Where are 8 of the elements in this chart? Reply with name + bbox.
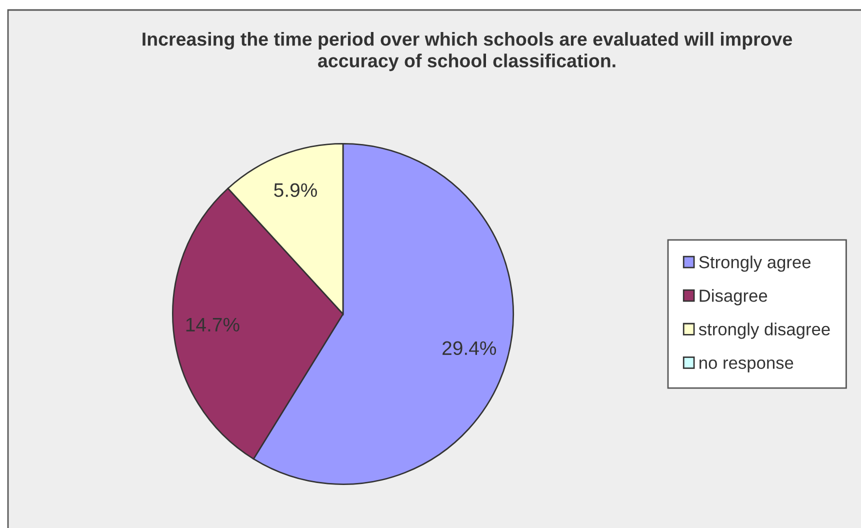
chart-title: Increasing the time period over which schools are evaluated will improve accuracy of school classification.: [142, 32, 792, 72]
legend-label: no response: [700, 359, 794, 372]
legend-label: Disagree: [700, 289, 768, 306]
data-label: 14.7%: [186, 318, 240, 332]
data-label: 5.9%: [274, 183, 317, 197]
data-label: 29.4%: [442, 341, 496, 356]
legend-label: strongly disagree: [698, 322, 830, 339]
legend-label: Strongly agree: [699, 256, 811, 272]
